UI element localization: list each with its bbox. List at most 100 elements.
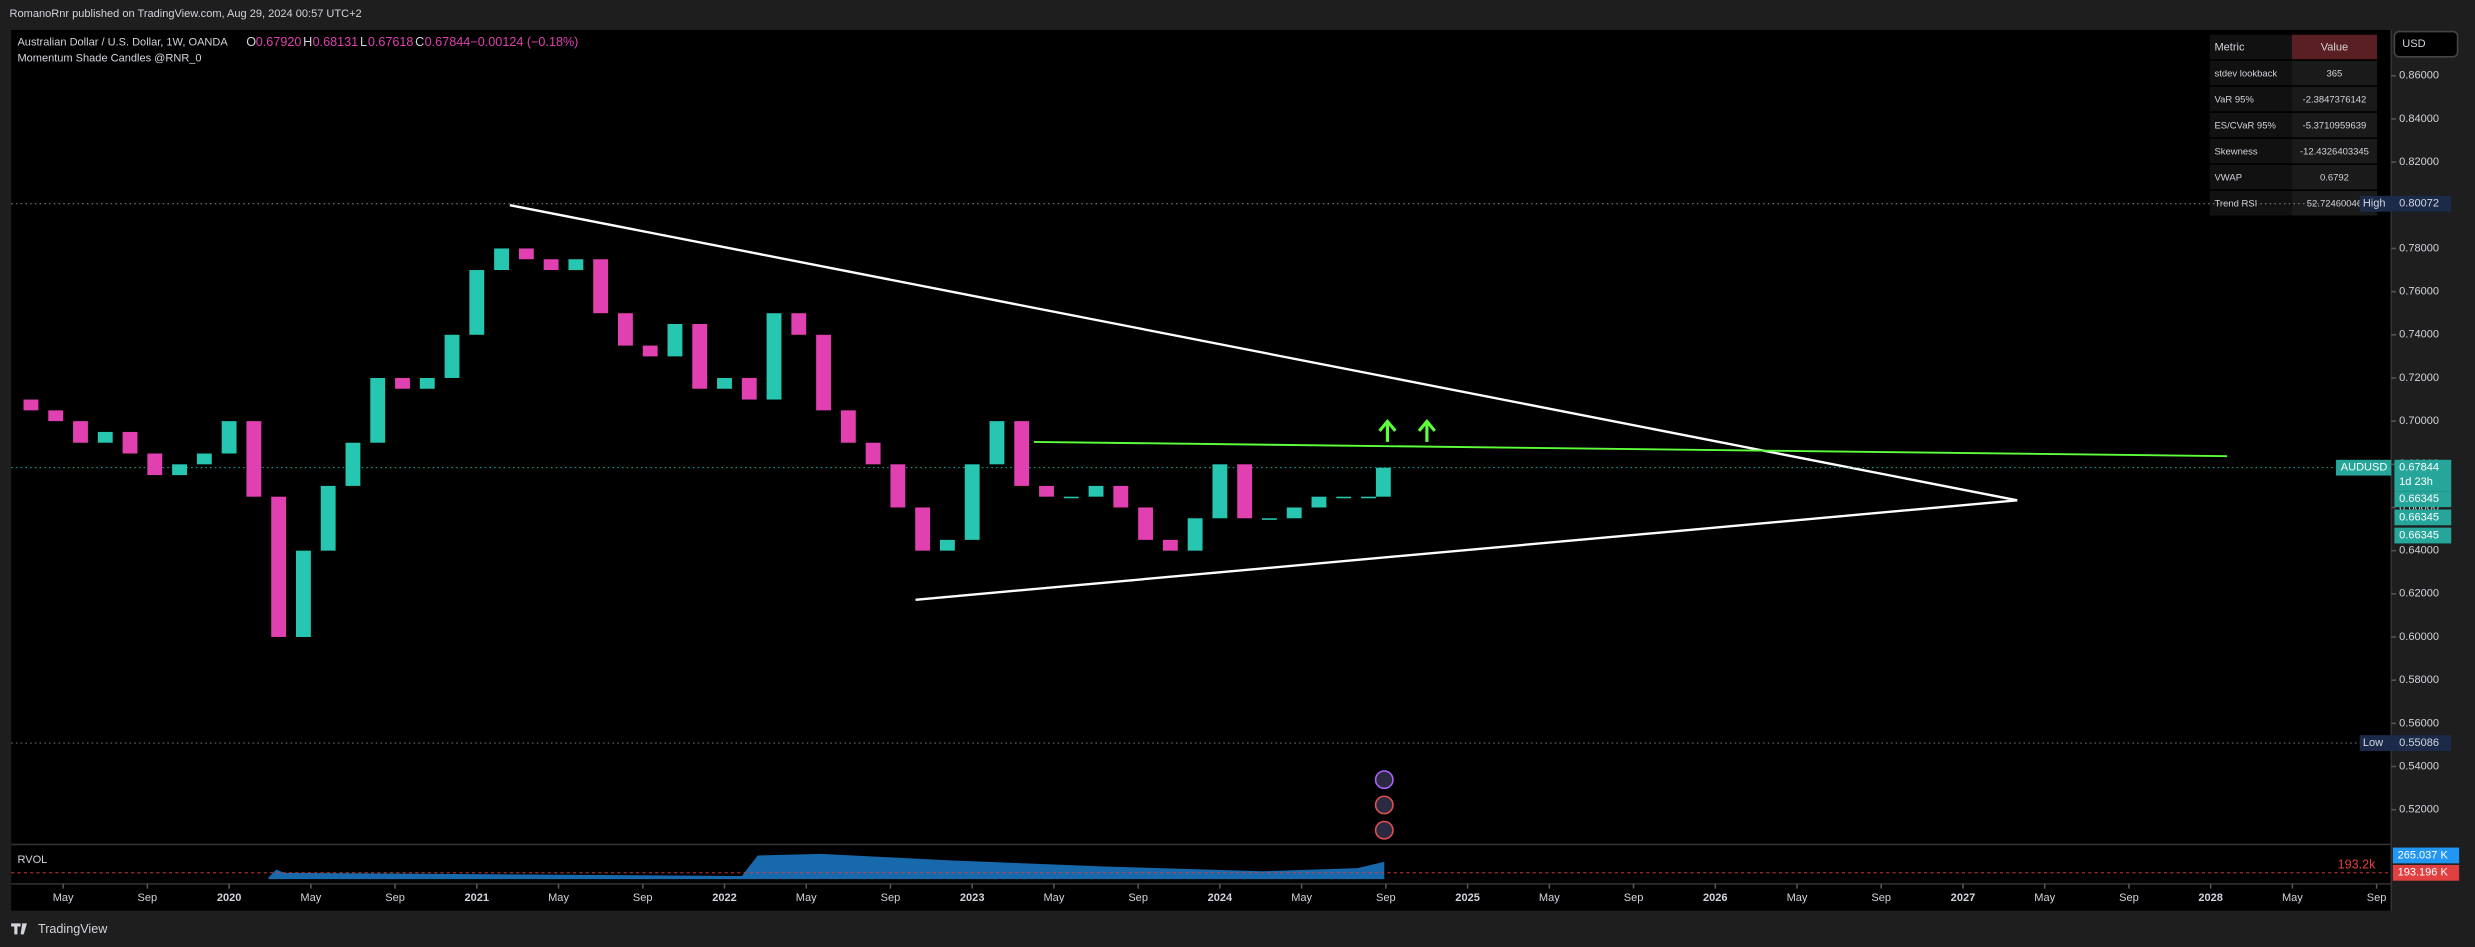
y-tick-label: 0.66000 (2399, 501, 2439, 513)
x-tick-label: May (548, 892, 569, 904)
candle (345, 442, 361, 486)
candle (1113, 485, 1129, 508)
candle (840, 410, 856, 443)
volume-name: RVOL (17, 854, 47, 866)
plot: 0.52000 0.54000 0.56000 0.58000 0.60000 0.620… (11, 70, 2452, 904)
table-text: -5.3710959639 (2303, 120, 2367, 131)
candle (1375, 467, 1391, 497)
x-tick-label: Sep (1871, 892, 1891, 904)
x-tick-label: May (1291, 892, 1312, 904)
candle (246, 421, 262, 497)
table-header: Value (2321, 42, 2348, 54)
x-tick-label: 2026 (1703, 892, 1728, 904)
candle (1187, 518, 1203, 551)
candle (766, 313, 782, 400)
table-text: VWAP (2214, 172, 2242, 183)
candle (642, 345, 658, 357)
y-tick-label: 0.74000 (2399, 329, 2439, 341)
candle (1014, 421, 1030, 486)
l-label: L (360, 35, 367, 49)
candle (568, 259, 584, 271)
x-tick-label: 2021 (465, 892, 490, 904)
x-tick-label: 2025 (1455, 892, 1480, 904)
last-value: 0.67844 (2399, 462, 2439, 474)
currency: USD (2402, 38, 2425, 50)
table-text: Skewness (2214, 146, 2257, 157)
table-text: 0.6792 (2320, 172, 2349, 183)
x-tick-label: Sep (1376, 892, 1396, 904)
table-cell (2291, 60, 2378, 86)
x-tick-label: Sep (633, 892, 653, 904)
y-tick-label: 0.78000 (2399, 242, 2439, 254)
x-tick-label: Sep (385, 892, 405, 904)
close: 0.67844 (425, 35, 471, 49)
high-name-box (2359, 195, 2395, 212)
table-header-cell (2291, 34, 2378, 60)
candle (816, 334, 832, 411)
candle (692, 324, 708, 389)
candle (295, 550, 311, 637)
candle (172, 464, 187, 476)
table-header-cell (2209, 34, 2292, 60)
plot-area (11, 29, 2392, 911)
candle (147, 453, 163, 476)
y-tick-label: 0.76000 (2399, 286, 2439, 298)
event-icons (1374, 770, 1394, 840)
lower-trendline (915, 499, 2018, 601)
candle (1039, 485, 1054, 497)
x-tick-label: Sep (1624, 892, 1644, 904)
x-tick-label: 2027 (1951, 892, 1976, 904)
level-value: 0.66345 (2399, 493, 2439, 505)
candle (1237, 464, 1253, 519)
candle (1162, 539, 1178, 551)
event-icon[interactable] (1374, 770, 1394, 790)
candle (593, 259, 609, 314)
x-tick-label: May (1787, 892, 1808, 904)
y-tick-label: 0.72000 (2399, 372, 2439, 384)
c-label: C (415, 35, 424, 49)
candle (320, 485, 336, 551)
table-cell (2209, 60, 2292, 86)
x-tick-label: Sep (2119, 892, 2139, 904)
countdown: 1d 23h (2399, 476, 2433, 488)
high: 0.68131 (313, 35, 359, 49)
candle (717, 377, 732, 389)
low: 0.67618 (368, 35, 414, 49)
event-icon[interactable] (1374, 820, 1394, 840)
resistance-line (1033, 440, 2228, 458)
x-tick-label: Sep (881, 892, 901, 904)
candle (1336, 496, 1352, 499)
x-tick-label: May (53, 892, 74, 904)
event-icon[interactable] (1374, 795, 1394, 815)
table-cell (2291, 86, 2378, 112)
x-tick-label: 2024 (1208, 892, 1233, 904)
footer: TradingView (38, 922, 108, 936)
currency-button[interactable] (2393, 30, 2459, 58)
table-cell (2291, 138, 2378, 164)
level-value: 0.66345 (2399, 511, 2439, 523)
high-box (2394, 195, 2452, 212)
volume-level-label: 193.2k (2338, 857, 2377, 871)
candle (494, 248, 510, 271)
table-text: -12.4326403345 (2300, 146, 2369, 157)
arrow-up (1378, 418, 1397, 442)
x-tick-label: Sep (138, 892, 158, 904)
table-text: ES/CVaR 95% (2214, 120, 2276, 131)
candle (1088, 485, 1104, 497)
x-tick-label: May (796, 892, 817, 904)
table-text: 52.72460046 (2307, 198, 2362, 209)
candle (97, 431, 113, 443)
level-value: 0.66345 (2399, 529, 2439, 541)
candle (543, 259, 559, 271)
candle (122, 431, 138, 454)
table-cell (2209, 190, 2292, 216)
o-label: O (246, 35, 256, 49)
x-tick-label: Sep (1128, 892, 1148, 904)
y-tick-label: 0.56000 (2399, 717, 2439, 729)
candle (915, 507, 931, 551)
y-tick-label: 0.82000 (2399, 156, 2439, 168)
low-name-box (2359, 735, 2395, 751)
y-tick-label: 0.84000 (2399, 113, 2439, 125)
volume-label: 265.037 K (2398, 849, 2449, 861)
candle (667, 324, 683, 357)
